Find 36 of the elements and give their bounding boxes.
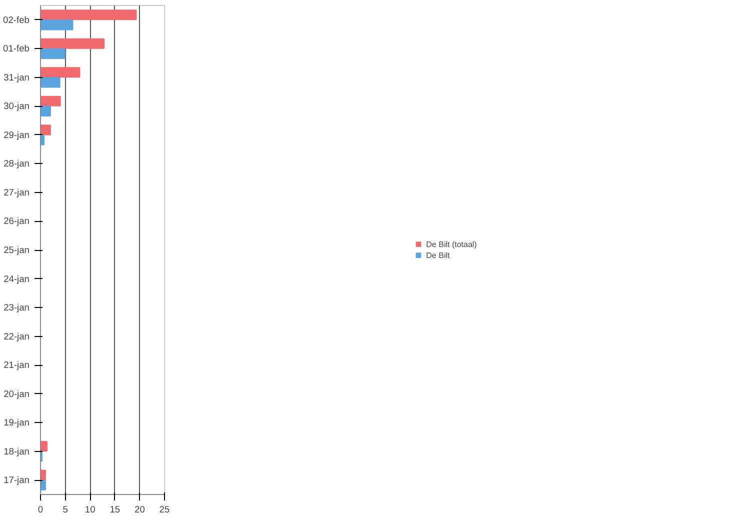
x-tick-label: 5 [62, 504, 68, 514]
bar [40, 124, 51, 136]
legend-label: De Bilt [426, 250, 450, 260]
bar [40, 20, 74, 30]
y-tick-label: 25-jan [4, 245, 30, 255]
x-tick-label: 20 [134, 504, 145, 514]
y-tick-label: 23-jan [4, 302, 30, 313]
bar [40, 10, 137, 20]
x-tick-label: 0 [38, 504, 44, 514]
x-tick-label: 25 [159, 504, 170, 514]
bar [40, 134, 44, 146]
y-tick-label: 02-feb [3, 14, 30, 25]
bar [40, 67, 80, 78]
y-tick-label: 21-jan [4, 360, 30, 370]
x-tick-label: 10 [84, 504, 96, 514]
y-tick-label: 17-jan [4, 475, 30, 486]
y-tick-label: 22-jan [4, 331, 30, 342]
legend-label: De Bilt (totaal) [426, 240, 477, 248]
y-tick-label: 20-jan [4, 388, 30, 399]
x-tick-label: 15 [110, 504, 120, 514]
y-tick-label: 24-jan [4, 274, 30, 284]
y-tick-label: 18-jan [4, 446, 30, 456]
y-tick-label: 27-jan [4, 187, 30, 198]
bar [40, 48, 66, 59]
bar [40, 441, 48, 452]
y-tick-label: 29-jan [4, 130, 30, 140]
bar [40, 38, 104, 49]
bar [40, 77, 60, 88]
bar [40, 96, 61, 106]
y-tick-label: 31-jan [4, 72, 30, 82]
y-tick-label: 28-jan [4, 158, 30, 169]
y-tick-label: 30-jan [4, 101, 30, 112]
y-tick-label: 19-jan [4, 418, 30, 428]
y-tick-label: 26-jan [4, 216, 30, 226]
bar [40, 106, 51, 116]
y-tick-label: 01-feb [3, 44, 30, 54]
